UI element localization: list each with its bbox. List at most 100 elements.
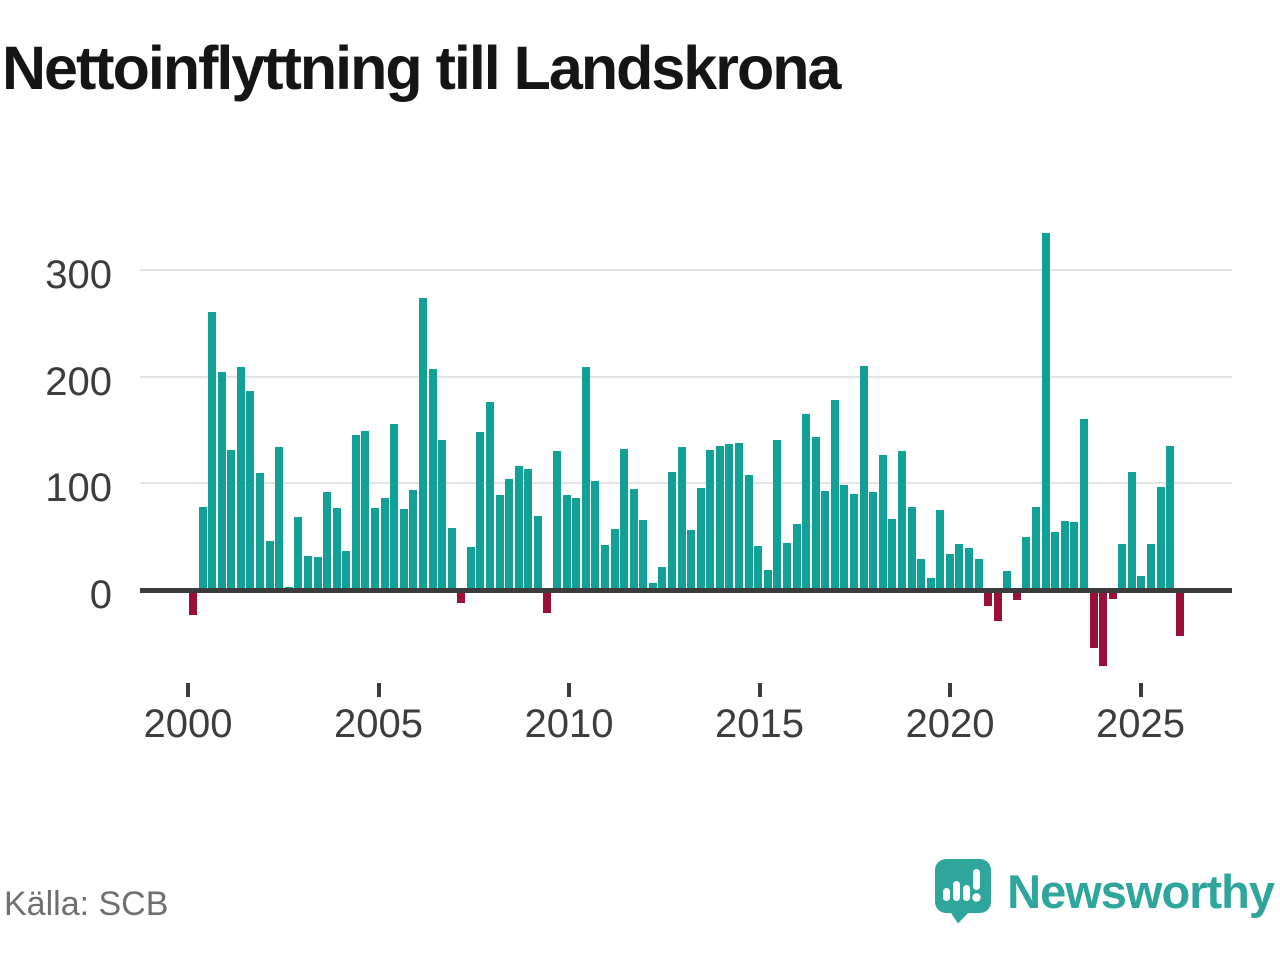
bar <box>850 494 859 590</box>
bar-chart: 0 100 200 300 2000 2005 2010 2015 2020 2025 <box>45 232 1232 746</box>
bar <box>1166 446 1175 590</box>
bar <box>1003 570 1012 590</box>
bar <box>830 400 839 590</box>
bar <box>1051 532 1060 590</box>
x-axis-tick <box>567 683 571 697</box>
bar <box>1022 536 1031 590</box>
bar <box>782 543 791 590</box>
bar <box>984 590 993 606</box>
x-axis-label: 2000 <box>143 702 233 746</box>
y-axis-label: 0 <box>89 573 112 617</box>
bar <box>821 490 830 590</box>
bar <box>859 366 868 590</box>
bar <box>361 431 370 590</box>
bar <box>1175 590 1184 636</box>
x-axis-tick <box>186 683 190 697</box>
bar <box>629 488 638 590</box>
bar <box>1156 486 1165 590</box>
bar <box>869 491 878 590</box>
bar <box>246 390 255 590</box>
y-axis-label: 200 <box>45 359 112 404</box>
bar <box>189 590 197 615</box>
bar <box>744 474 753 590</box>
bar <box>639 519 648 590</box>
bar <box>974 559 983 590</box>
bar <box>735 442 744 590</box>
chart-title: Nettoinflyttning till Landskrona <box>2 34 841 102</box>
y-axis-label: 100 <box>45 466 112 511</box>
bar <box>581 367 590 590</box>
bar <box>217 372 226 590</box>
bar <box>620 449 629 590</box>
bar <box>754 546 763 590</box>
bar <box>1089 590 1098 648</box>
y-axis-label: 300 <box>45 253 112 297</box>
bar <box>323 491 332 590</box>
bar <box>993 590 1002 621</box>
newsworthy-logo-icon <box>935 859 992 924</box>
bar <box>696 487 705 590</box>
bar <box>265 540 274 590</box>
bar <box>342 550 351 590</box>
bar <box>1070 521 1079 590</box>
bar <box>208 311 217 590</box>
bar <box>303 555 312 590</box>
bar <box>371 507 380 590</box>
x-axis-label: 2010 <box>524 702 614 746</box>
x-axis-tick <box>757 683 762 697</box>
bar <box>1032 506 1041 590</box>
bar <box>888 518 897 590</box>
bar <box>332 507 341 590</box>
bar <box>878 454 887 590</box>
bar <box>457 590 466 603</box>
bar <box>1099 590 1108 666</box>
bar <box>1137 576 1146 590</box>
bar <box>198 506 207 590</box>
bar <box>926 578 935 590</box>
bar <box>840 485 849 590</box>
bar <box>495 495 504 590</box>
newsworthy-brand: Newsworthy <box>934 856 1275 926</box>
bar <box>294 517 303 590</box>
bar <box>572 498 581 590</box>
bar <box>811 437 820 590</box>
bar <box>648 582 657 590</box>
bar <box>763 569 772 590</box>
bar <box>562 495 571 590</box>
bar <box>725 443 734 590</box>
bar <box>514 466 523 590</box>
x-axis-label: 2005 <box>334 702 423 746</box>
bar <box>1012 590 1021 600</box>
bar <box>802 414 811 590</box>
bar <box>1147 544 1155 590</box>
bar <box>792 523 801 590</box>
bar <box>447 528 456 590</box>
source-label: Källa: SCB <box>4 885 169 923</box>
x-axis-label: 2025 <box>1096 702 1185 746</box>
x-axis-tick <box>948 683 952 697</box>
x-axis-label: 2020 <box>905 702 995 746</box>
bar <box>917 559 926 590</box>
bar <box>313 556 322 590</box>
bar <box>687 530 696 590</box>
gridline <box>140 482 1232 485</box>
bar <box>236 367 245 590</box>
bar <box>524 469 533 590</box>
bar <box>418 297 427 590</box>
bar <box>706 450 715 590</box>
gridline <box>140 375 1232 378</box>
bar <box>409 489 418 590</box>
gridline <box>140 269 1232 271</box>
bar <box>773 439 782 590</box>
bar <box>543 590 552 614</box>
bar <box>668 471 676 590</box>
bar <box>505 479 514 590</box>
bar <box>897 451 906 590</box>
bar <box>553 451 562 590</box>
bar <box>1060 520 1069 590</box>
bar <box>1041 232 1050 590</box>
x-axis-line <box>140 587 1232 593</box>
bar <box>1127 471 1136 590</box>
brand-name: Newsworthy <box>1007 864 1275 918</box>
